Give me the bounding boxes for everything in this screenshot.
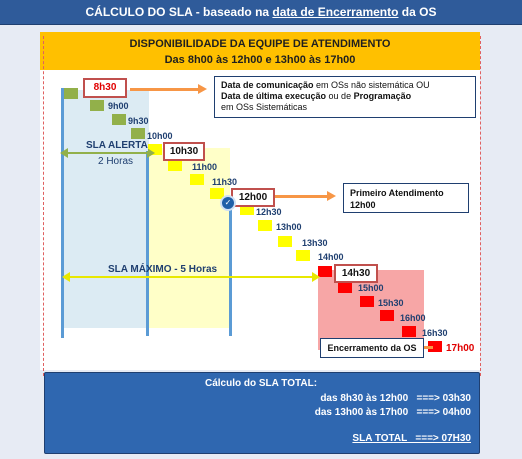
sla-alert-arrow-left (60, 148, 68, 158)
time-9h00: 9h00 (108, 101, 129, 111)
step-12h30 (240, 204, 254, 215)
note-l2b: ou de (326, 91, 354, 101)
note-l3: em OSs Sistemáticas (221, 102, 308, 112)
step-15h30 (360, 296, 374, 307)
sla-alert-label: SLA ALERTA (86, 140, 148, 151)
max-zone (148, 148, 230, 328)
arrow-to-closing (423, 346, 433, 349)
first-service-l1: Primeiro Atendimento (350, 188, 444, 198)
note-l1a: Data de comunicação (221, 80, 314, 90)
title-prefix: CÁLCULO DO SLA - baseado na (85, 5, 273, 19)
time-15h30: 15h30 (378, 298, 404, 308)
step-8h30 (64, 88, 78, 99)
time-16h30: 16h30 (422, 328, 448, 338)
step-15h00 (338, 282, 352, 293)
availability-line2: Das 8h00 às 12h00 e 13h00 às 17h00 (164, 54, 356, 66)
time-10h30: 10h30 (163, 142, 205, 161)
sla-max-arrow-left (62, 272, 70, 282)
time-16h00: 16h00 (400, 313, 426, 323)
time-13h00: 13h00 (276, 222, 302, 232)
time-12h30: 12h30 (256, 207, 282, 217)
time-15h00: 15h00 (358, 283, 384, 293)
step-9h30 (112, 114, 126, 125)
page-title: CÁLCULO DO SLA - baseado na data de Ence… (0, 0, 522, 25)
time-14h00: 14h00 (318, 252, 344, 262)
closing-note: Encerramento da OS (320, 338, 424, 358)
step-14h30 (318, 266, 332, 277)
time-13h30: 13h30 (302, 238, 328, 248)
title-underlined: data de Encerramento (272, 5, 399, 19)
time-17h00: 17h00 (446, 343, 475, 354)
note-l2a: Data de última execução (221, 91, 327, 101)
arrow-head-communication (198, 84, 207, 94)
max-end-line (229, 200, 232, 336)
summary-row2: das 13h00 às 17h00 ===> 04h00 (314, 407, 471, 418)
time-8h30: 8h30 (83, 78, 127, 98)
step-11h00 (168, 160, 182, 171)
left-dashed-guide (43, 36, 44, 376)
step-13h30 (278, 236, 292, 247)
alert-end-line (146, 150, 149, 336)
sla-alert-line (64, 152, 148, 154)
note-l2c: Programação (353, 91, 412, 101)
time-12h00: 12h00 (231, 188, 275, 207)
time-11h30: 11h30 (212, 177, 238, 187)
summary-total: SLA TOTAL ===> 07H30 (352, 433, 471, 444)
sla-alert-value: 2 Horas (98, 156, 134, 167)
time-14h30: 14h30 (334, 264, 378, 283)
step-9h00 (90, 100, 104, 111)
sla-max-line (68, 276, 314, 278)
note-l1b: em OSs não sistemática OU (313, 80, 430, 90)
step-14h00 (296, 250, 310, 261)
step-16h00 (380, 310, 394, 321)
step-17h00 (428, 341, 442, 352)
arrow-to-communication (130, 88, 200, 91)
time-9h30: 9h30 (128, 116, 149, 126)
summary-panel: Cálculo do SLA TOTAL: das 8h30 às 12h00 … (44, 372, 480, 454)
time-10h00: 10h00 (147, 131, 173, 141)
sla-max-arrow-right (312, 272, 320, 282)
arrow-to-first-service (275, 195, 329, 198)
clock-icon: ✓ (220, 195, 236, 211)
summary-row1: das 8h30 às 12h00 ===> 03h30 (320, 393, 471, 404)
title-suffix: da OS (398, 5, 437, 19)
arrow-head-first-service (327, 191, 336, 201)
right-dashed-guide (480, 36, 481, 376)
sla-max-label: SLA MÁXIMO - 5 Horas (108, 264, 218, 275)
summary-title: Cálculo do SLA TOTAL: (205, 378, 318, 389)
alert-start-line (61, 88, 64, 338)
first-service-note: Primeiro Atendimento 12h00 (343, 183, 469, 213)
availability-line1: DISPONIBILIDADE DA EQUIPE DE ATENDIMENTO (129, 38, 391, 50)
sla-alert-arrow-right (147, 148, 155, 158)
time-11h00: 11h00 (192, 162, 218, 172)
step-13h00 (258, 220, 272, 231)
step-10h30 (148, 144, 162, 155)
step-12h00 (210, 188, 224, 199)
communication-note: Data de comunicação em OSs não sistemáti… (214, 76, 476, 118)
first-service-l2: 12h00 (350, 200, 376, 210)
step-11h30 (190, 174, 204, 185)
step-10h00 (131, 128, 145, 139)
availability-banner: DISPONIBILIDADE DA EQUIPE DE ATENDIMENTO… (40, 32, 480, 70)
step-16h30 (402, 326, 416, 337)
